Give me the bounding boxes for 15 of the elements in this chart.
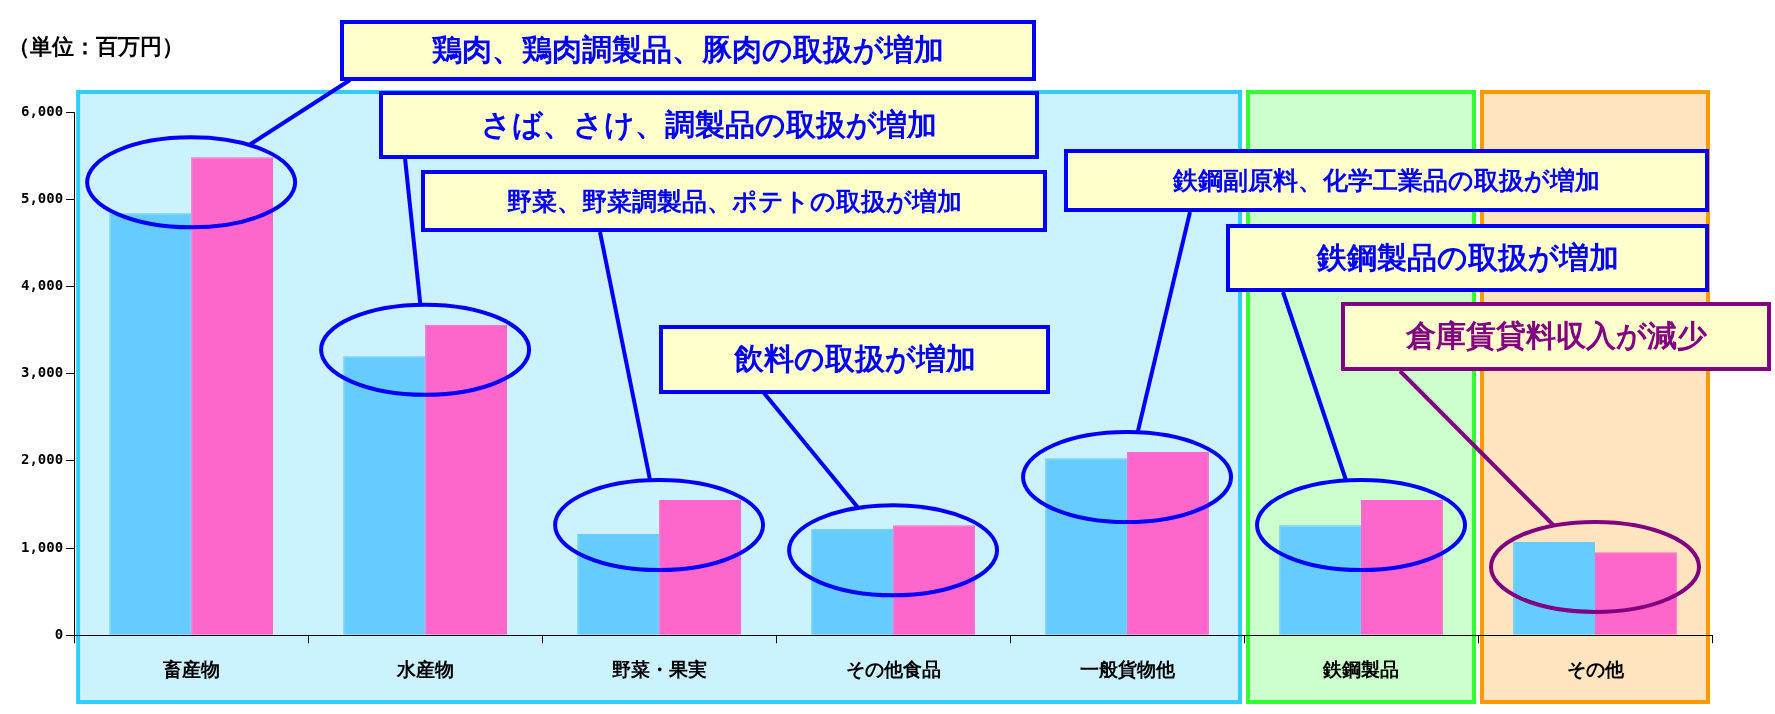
x-tick-label: 水産物 [395, 657, 454, 680]
y-tick-label: 1,000 [20, 538, 64, 555]
y-tick-label: 5,000 [20, 189, 64, 206]
y-tick-label: 2,000 [20, 451, 64, 468]
y-tick-label: 3,000 [20, 364, 64, 381]
y-tick-label: 6,000 [20, 102, 64, 119]
x-tick-label: その他 [1566, 657, 1625, 680]
x-tick-label: その他食品 [845, 657, 941, 680]
y-axis-title: （単位：百万円） [8, 33, 184, 59]
x-tick-label: 一般貨物他 [1079, 657, 1176, 680]
x-tick-label: 野菜・果実 [611, 657, 707, 680]
x-tick-label: 畜産物 [161, 657, 220, 680]
y-tick-label: 4,000 [20, 277, 64, 294]
x-tick-label: 鉄鋼製品 [1322, 657, 1400, 680]
y-tick-label: 0 [54, 625, 64, 642]
